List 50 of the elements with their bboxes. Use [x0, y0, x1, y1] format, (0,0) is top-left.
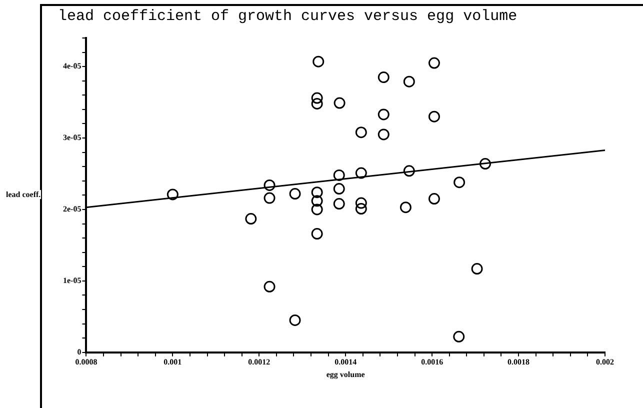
point — [428, 193, 440, 205]
point — [311, 228, 323, 240]
point — [312, 56, 324, 68]
point — [403, 165, 415, 177]
point — [311, 195, 323, 207]
point — [333, 169, 345, 181]
y-axis-title: lead coeff. — [6, 190, 41, 200]
point — [311, 204, 323, 216]
point — [264, 179, 276, 191]
point — [453, 330, 465, 342]
point — [333, 198, 345, 210]
point — [311, 92, 323, 104]
point — [378, 128, 390, 140]
point — [355, 197, 367, 209]
point — [311, 186, 323, 198]
point — [264, 280, 276, 292]
point — [471, 263, 483, 275]
x-tick-label: 0.0012 — [248, 357, 270, 366]
point — [378, 72, 390, 84]
point — [245, 213, 257, 225]
point — [289, 314, 301, 326]
point — [378, 108, 390, 120]
x-axis-title: egg volume — [326, 370, 365, 380]
point — [311, 98, 323, 110]
y-tick-label: 3e-05 — [62, 133, 82, 142]
y-tick-label: 0 — [77, 347, 82, 356]
point — [355, 126, 367, 138]
point — [333, 183, 345, 195]
chart-title: lead coefficient of growth curves versus egg volume — [58, 8, 518, 25]
point — [334, 97, 346, 109]
y-tick-label: 4e-05 — [62, 62, 82, 71]
x-tick-label: 0.002 — [596, 357, 614, 366]
point — [479, 158, 491, 170]
point — [166, 188, 178, 200]
point — [454, 176, 466, 188]
point — [289, 188, 301, 200]
point — [355, 203, 367, 215]
point — [400, 202, 412, 214]
point — [264, 192, 276, 204]
x-tick-label: 0.0008 — [75, 357, 98, 366]
point — [403, 76, 415, 88]
point — [428, 110, 440, 122]
x-tick-label: 0.0016 — [421, 357, 444, 366]
x-tick-label: 0.0018 — [508, 357, 530, 366]
point — [428, 57, 440, 69]
x-tick-label: 0.001 — [164, 357, 182, 366]
y-tick-label: 1e-05 — [62, 276, 82, 286]
point — [355, 167, 367, 179]
x-tick-label: 0.0014 — [334, 357, 357, 366]
y-tick-label: 2e-05 — [62, 204, 82, 214]
